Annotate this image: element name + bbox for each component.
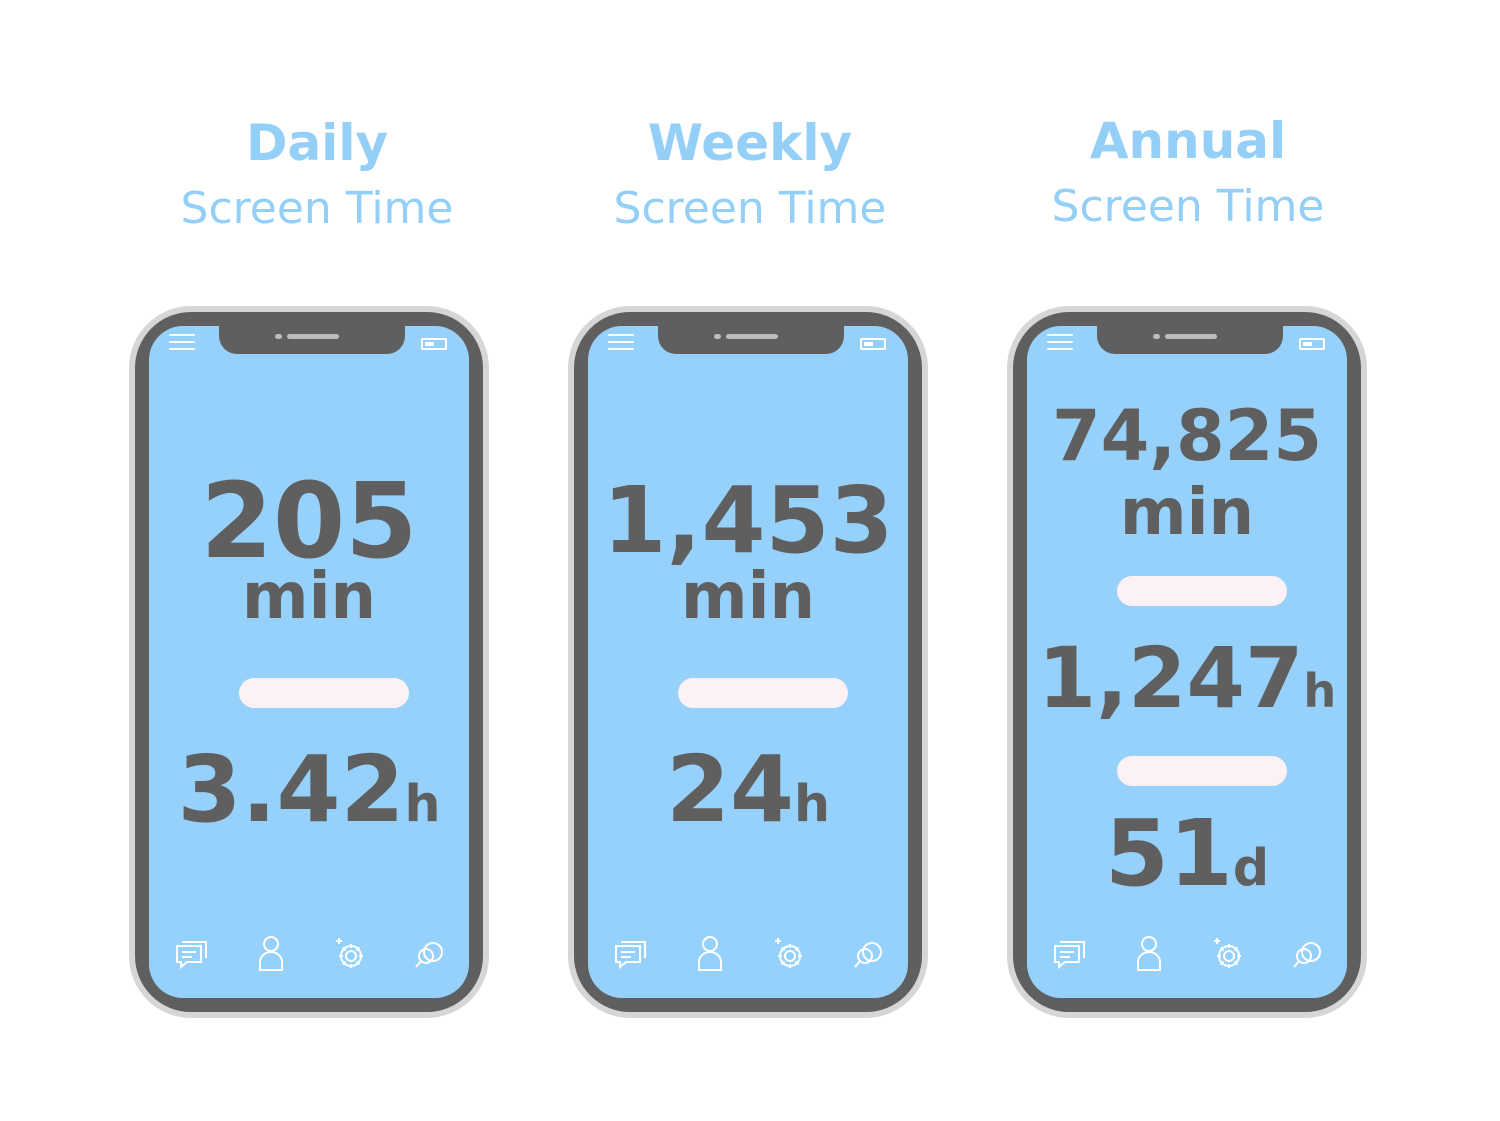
heading-subtitle: Screen Time xyxy=(1051,181,1325,232)
camera-dot xyxy=(1153,334,1160,339)
value-unit: h xyxy=(794,774,831,833)
phone-screen: 74,825 min 1,247h 51d xyxy=(1027,326,1347,998)
value-unit: h xyxy=(404,774,441,833)
phone-notch xyxy=(1097,326,1283,354)
value-row: 24h xyxy=(588,740,908,854)
chat-icon[interactable] xyxy=(171,932,211,976)
gear-icon[interactable] xyxy=(770,932,810,976)
value-row: 3.42h xyxy=(149,740,469,854)
camera-dot xyxy=(714,334,721,339)
phone-weekly: 1,453 min 24h xyxy=(568,306,928,1018)
speaker-slot xyxy=(1165,334,1217,339)
value-number: 3.42 xyxy=(177,736,405,843)
primary-value: 1,453 xyxy=(602,467,894,574)
search-icon[interactable] xyxy=(850,932,890,976)
user-icon[interactable] xyxy=(251,932,291,976)
camera-dot xyxy=(275,334,282,339)
search-icon[interactable] xyxy=(411,932,451,976)
phone-daily: 205 min 3.42h xyxy=(129,306,489,1018)
heading-annual: Annual Screen Time xyxy=(968,110,1408,242)
tab-bar xyxy=(149,932,469,976)
value-unit: d xyxy=(1232,838,1270,897)
heading-subtitle: Screen Time xyxy=(613,183,887,234)
search-icon[interactable] xyxy=(1289,932,1329,976)
heading-daily: Daily Screen Time xyxy=(97,112,537,244)
speaker-slot xyxy=(287,334,339,339)
primary-value: 74,825 xyxy=(1051,395,1323,477)
primary-unit: min xyxy=(680,560,816,634)
menu-icon[interactable] xyxy=(169,334,195,354)
user-icon[interactable] xyxy=(690,932,730,976)
phone-screen: 205 min 3.42h xyxy=(149,326,469,998)
divider-bar xyxy=(1117,576,1287,606)
gear-icon[interactable] xyxy=(331,932,371,976)
value-row: 51d xyxy=(1027,804,1347,918)
gear-icon[interactable] xyxy=(1209,932,1249,976)
primary-value: 205 xyxy=(200,460,418,582)
phone-screen: 1,453 min 24h xyxy=(588,326,908,998)
battery-icon xyxy=(860,338,886,350)
menu-icon[interactable] xyxy=(1047,334,1073,354)
tab-bar xyxy=(588,932,908,976)
battery-icon xyxy=(1299,338,1325,350)
heading-weekly: Weekly Screen Time xyxy=(530,112,970,244)
value-number: 1,247 xyxy=(1037,629,1304,727)
heading-title: Annual xyxy=(1089,112,1287,170)
phone-notch xyxy=(219,326,405,354)
value-number: 51 xyxy=(1104,800,1233,907)
divider-bar xyxy=(239,678,409,708)
user-icon[interactable] xyxy=(1129,932,1169,976)
heading-subtitle: Screen Time xyxy=(180,183,454,234)
value-row: 1,247h xyxy=(1027,628,1347,741)
divider-bar xyxy=(678,678,848,708)
value-unit: h xyxy=(1303,664,1337,718)
phone-annual: 74,825 min 1,247h 51d xyxy=(1007,306,1367,1018)
chat-icon[interactable] xyxy=(1049,932,1089,976)
chat-icon[interactable] xyxy=(610,932,650,976)
divider-bar xyxy=(1117,756,1287,786)
primary-unit: min xyxy=(241,560,377,634)
tab-bar xyxy=(1027,932,1347,976)
value-number: 24 xyxy=(665,736,794,843)
primary-unit: min xyxy=(1119,476,1255,550)
heading-title: Daily xyxy=(245,114,389,172)
heading-title: Weekly xyxy=(647,114,853,172)
battery-icon xyxy=(421,338,447,350)
speaker-slot xyxy=(726,334,778,339)
phone-notch xyxy=(658,326,844,354)
menu-icon[interactable] xyxy=(608,334,634,354)
